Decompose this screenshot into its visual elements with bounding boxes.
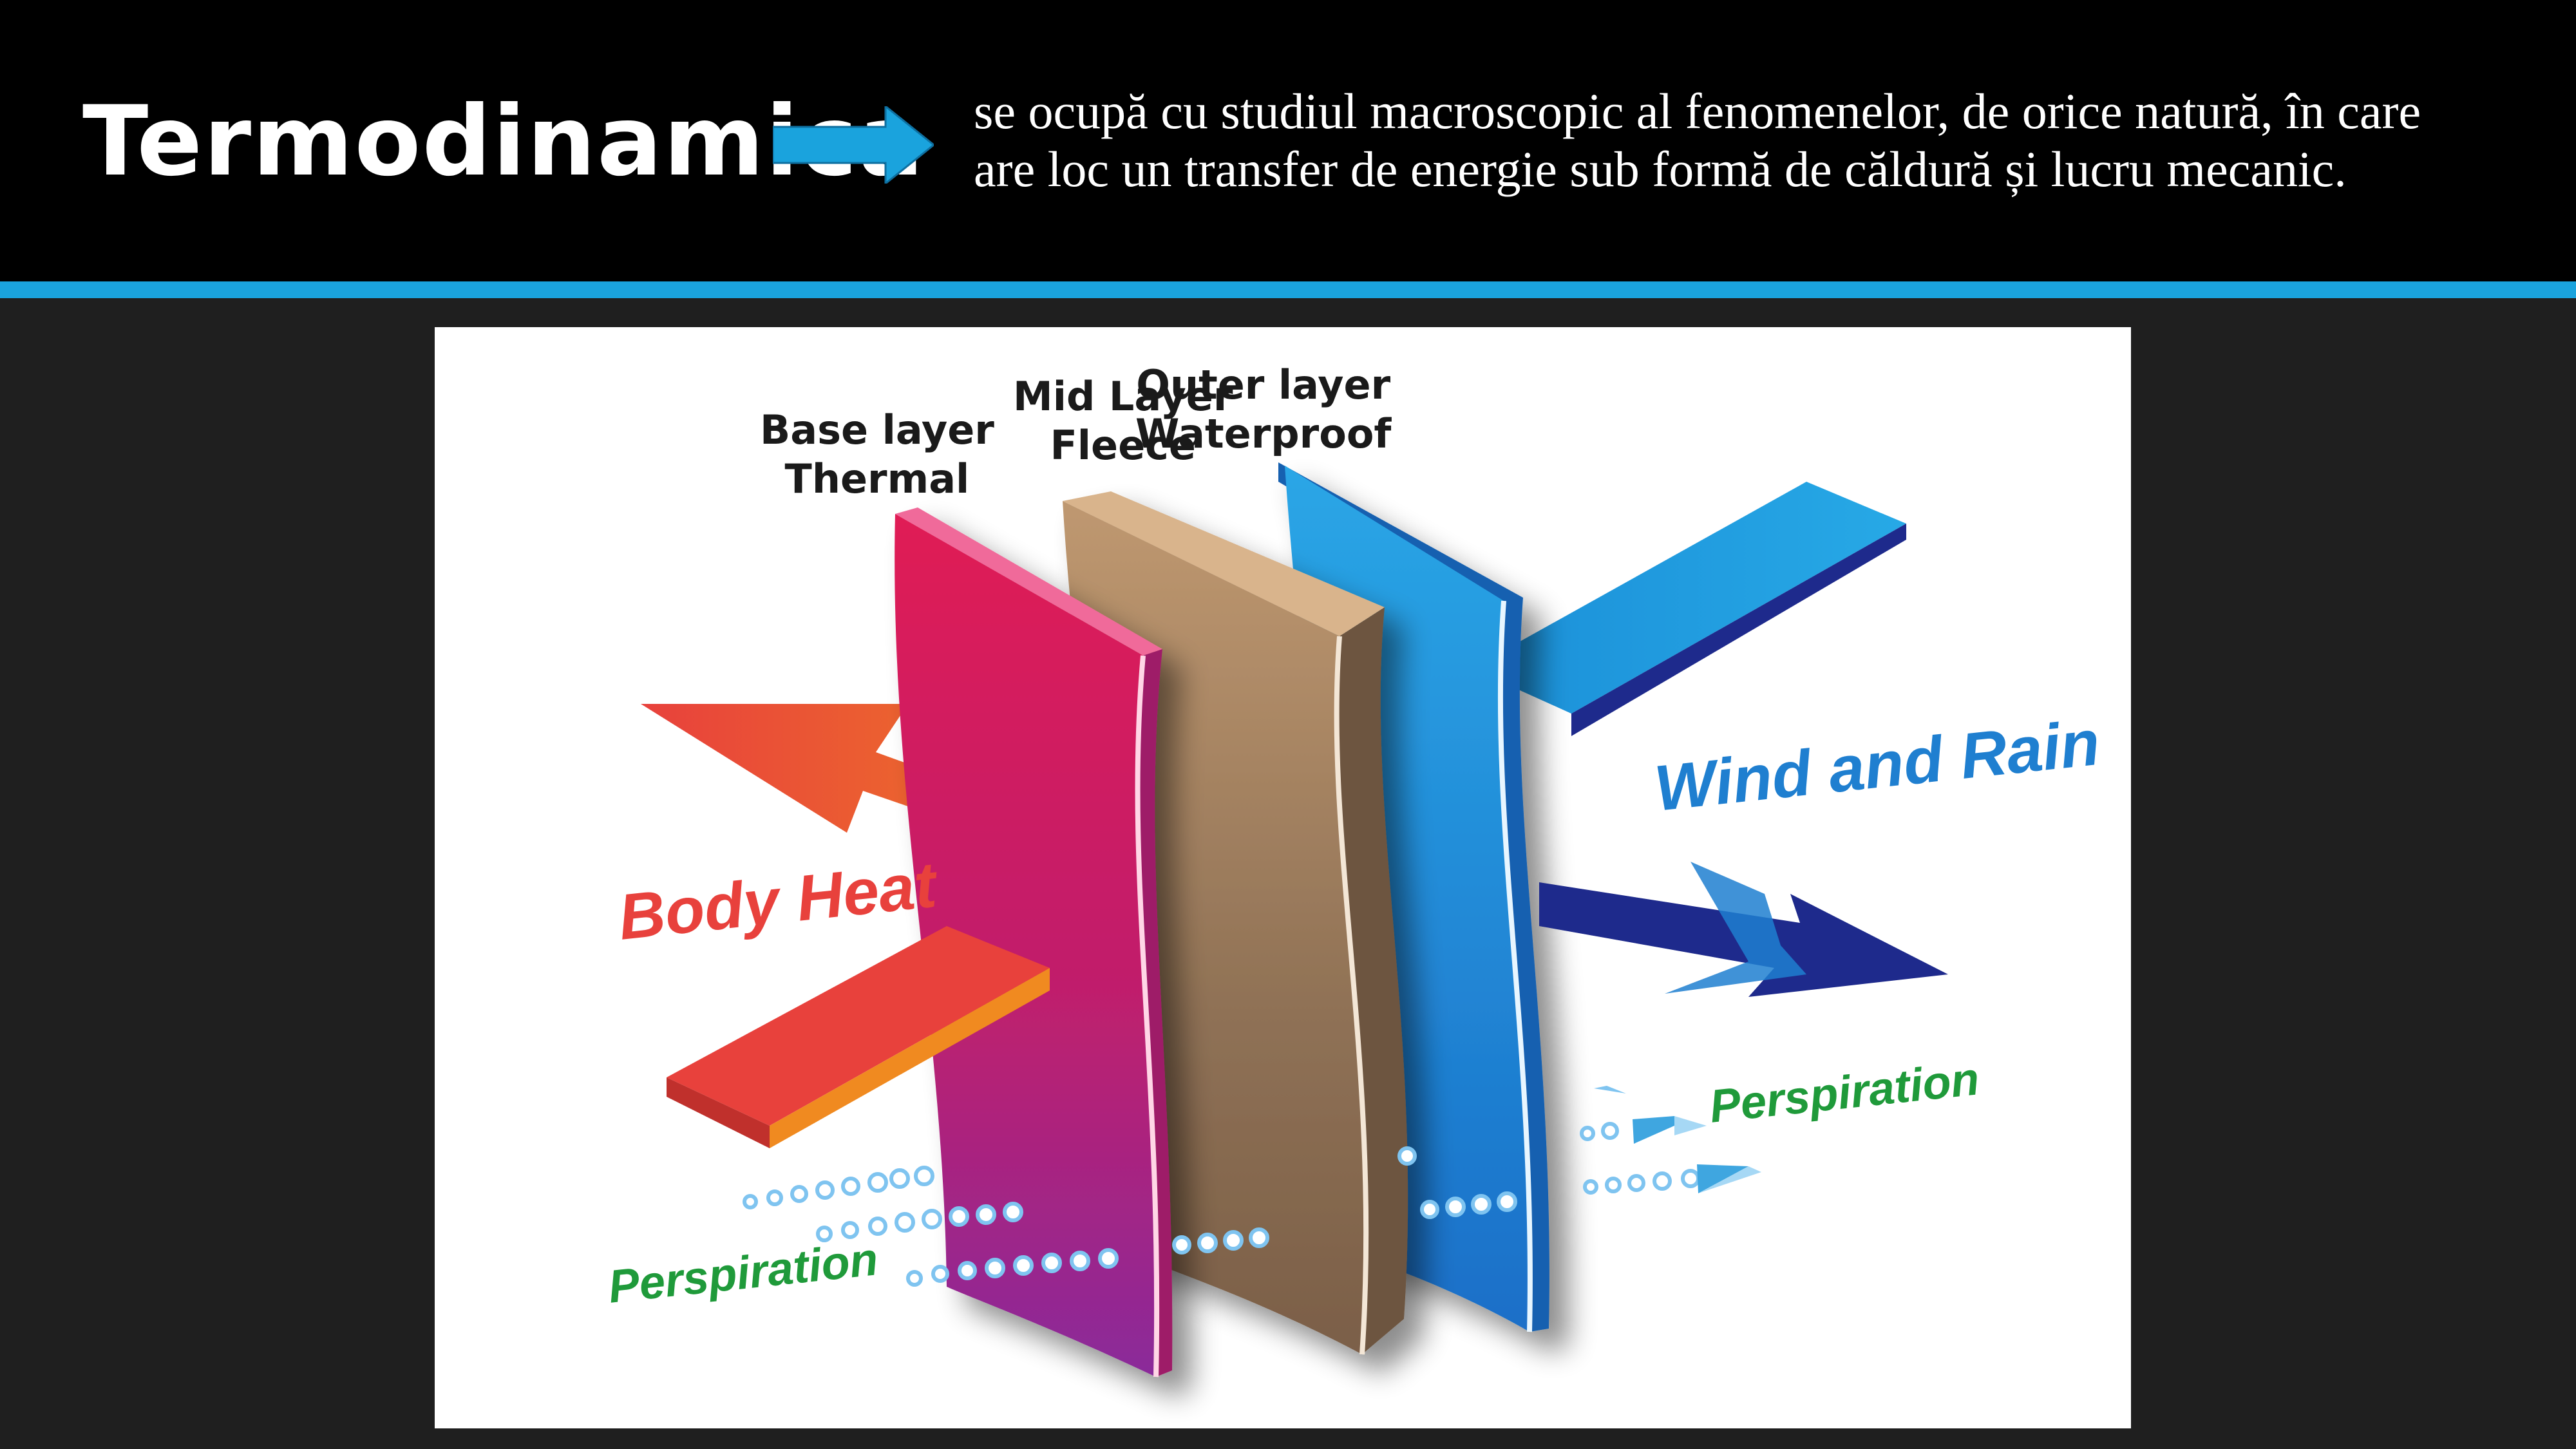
wind-top-bar xyxy=(1472,482,1906,736)
outer-layer-label-line1: Outer layer xyxy=(1136,361,1391,408)
outer-layer-label-line2: Waterproof xyxy=(1135,410,1392,457)
definition-text: se ocupă cu studiul macroscopic al fenom… xyxy=(974,82,2545,198)
mid-layer-label: Mid Layer Fleece xyxy=(1013,372,1233,470)
outer-layer-label: Outer layer Waterproof xyxy=(1135,361,1391,459)
clothing-layers-diagram: Outer layer Waterproof Mid Layer Fleece … xyxy=(435,327,2131,1428)
definition-line-1: se ocupă cu studiul macroscopic al fenom… xyxy=(974,83,2421,139)
right-arrow-icon xyxy=(773,106,934,184)
base-layer-panel xyxy=(895,507,1173,1378)
accent-divider xyxy=(0,281,2576,298)
definition-line-2: are loc un transfer de energie sub formă… xyxy=(974,141,2347,197)
perspiration-dots-left xyxy=(743,1166,1119,1287)
wind-bottom-arrow xyxy=(1539,862,1948,997)
mid-layer-label-line2: Fleece xyxy=(1050,422,1196,469)
body-heat-bar xyxy=(667,926,1050,1148)
mid-layer-label-line1: Mid Layer xyxy=(1013,373,1233,420)
base-layer-label: Base layer Thermal xyxy=(760,406,994,504)
layers-illustration xyxy=(641,462,1948,1378)
header-bar xyxy=(0,0,2576,281)
base-layer-label-line1: Base layer xyxy=(760,406,994,453)
perspiration-dots-middle xyxy=(1172,1146,1517,1255)
perspiration-dots-right xyxy=(1580,1086,1761,1195)
base-layer-label-line2: Thermal xyxy=(784,455,970,502)
